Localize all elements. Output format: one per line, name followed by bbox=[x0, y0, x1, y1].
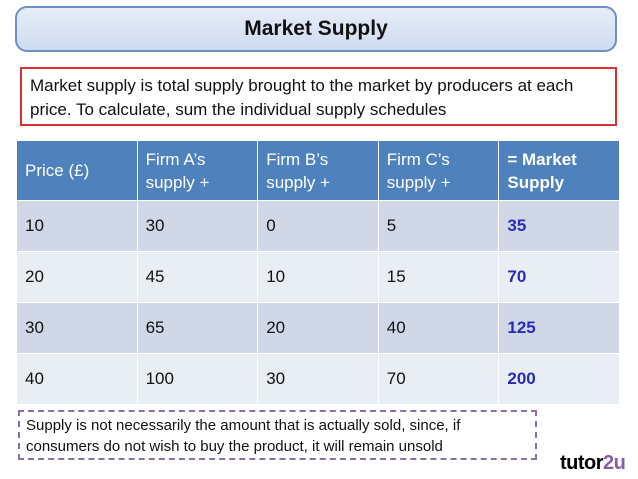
tutor2u-logo: tutor2u bbox=[560, 452, 626, 474]
firm-c-cell: 70 bbox=[377, 353, 500, 405]
firm-b-cell: 20 bbox=[257, 302, 379, 354]
table-row: 20 45 10 15 70 bbox=[16, 251, 620, 303]
firm-c-cell: 40 bbox=[377, 302, 500, 354]
table-row: 10 30 0 5 35 bbox=[16, 200, 620, 252]
firm-b-cell: 30 bbox=[257, 353, 379, 405]
firm-c-cell: 15 bbox=[377, 251, 500, 303]
price-cell: 40 bbox=[16, 353, 138, 405]
table-header-row: Price (£) Firm A’s supply + Firm B’s suppl… bbox=[16, 140, 620, 201]
market-supply-cell: 35 bbox=[498, 200, 620, 252]
firm-a-cell: 65 bbox=[136, 302, 259, 354]
market-supply-cell: 125 bbox=[498, 302, 620, 354]
price-cell: 20 bbox=[16, 251, 138, 303]
firm-a-cell: 100 bbox=[136, 353, 259, 405]
note-box: Supply is not necessarily the amount tha… bbox=[18, 410, 537, 460]
header-firm-b: Firm B’s supply + bbox=[257, 140, 379, 201]
firm-a-cell: 45 bbox=[136, 251, 259, 303]
price-cell: 30 bbox=[16, 302, 138, 354]
firm-b-cell: 0 bbox=[257, 200, 379, 252]
table-row: 40 100 30 70 200 bbox=[16, 353, 620, 405]
header-firm-c: Firm C’s supply + bbox=[377, 140, 500, 201]
firm-a-cell: 30 bbox=[136, 200, 259, 252]
firm-c-cell: 5 bbox=[377, 200, 500, 252]
market-supply-table: Price (£) Firm A’s supply + Firm B’s suppl… bbox=[16, 140, 620, 405]
firm-b-cell: 10 bbox=[257, 251, 379, 303]
header-market-supply: = Market Supply bbox=[498, 140, 620, 201]
header-firm-a: Firm A’s supply + bbox=[136, 140, 259, 201]
definition-box: Market supply is total supply brought to… bbox=[20, 67, 617, 126]
table-row: 30 65 20 40 125 bbox=[16, 302, 620, 354]
slide-title: Market Supply bbox=[15, 6, 617, 52]
market-supply-cell: 200 bbox=[498, 353, 620, 405]
market-supply-cell: 70 bbox=[498, 251, 620, 303]
header-price: Price (£) bbox=[16, 140, 138, 201]
price-cell: 10 bbox=[16, 200, 138, 252]
